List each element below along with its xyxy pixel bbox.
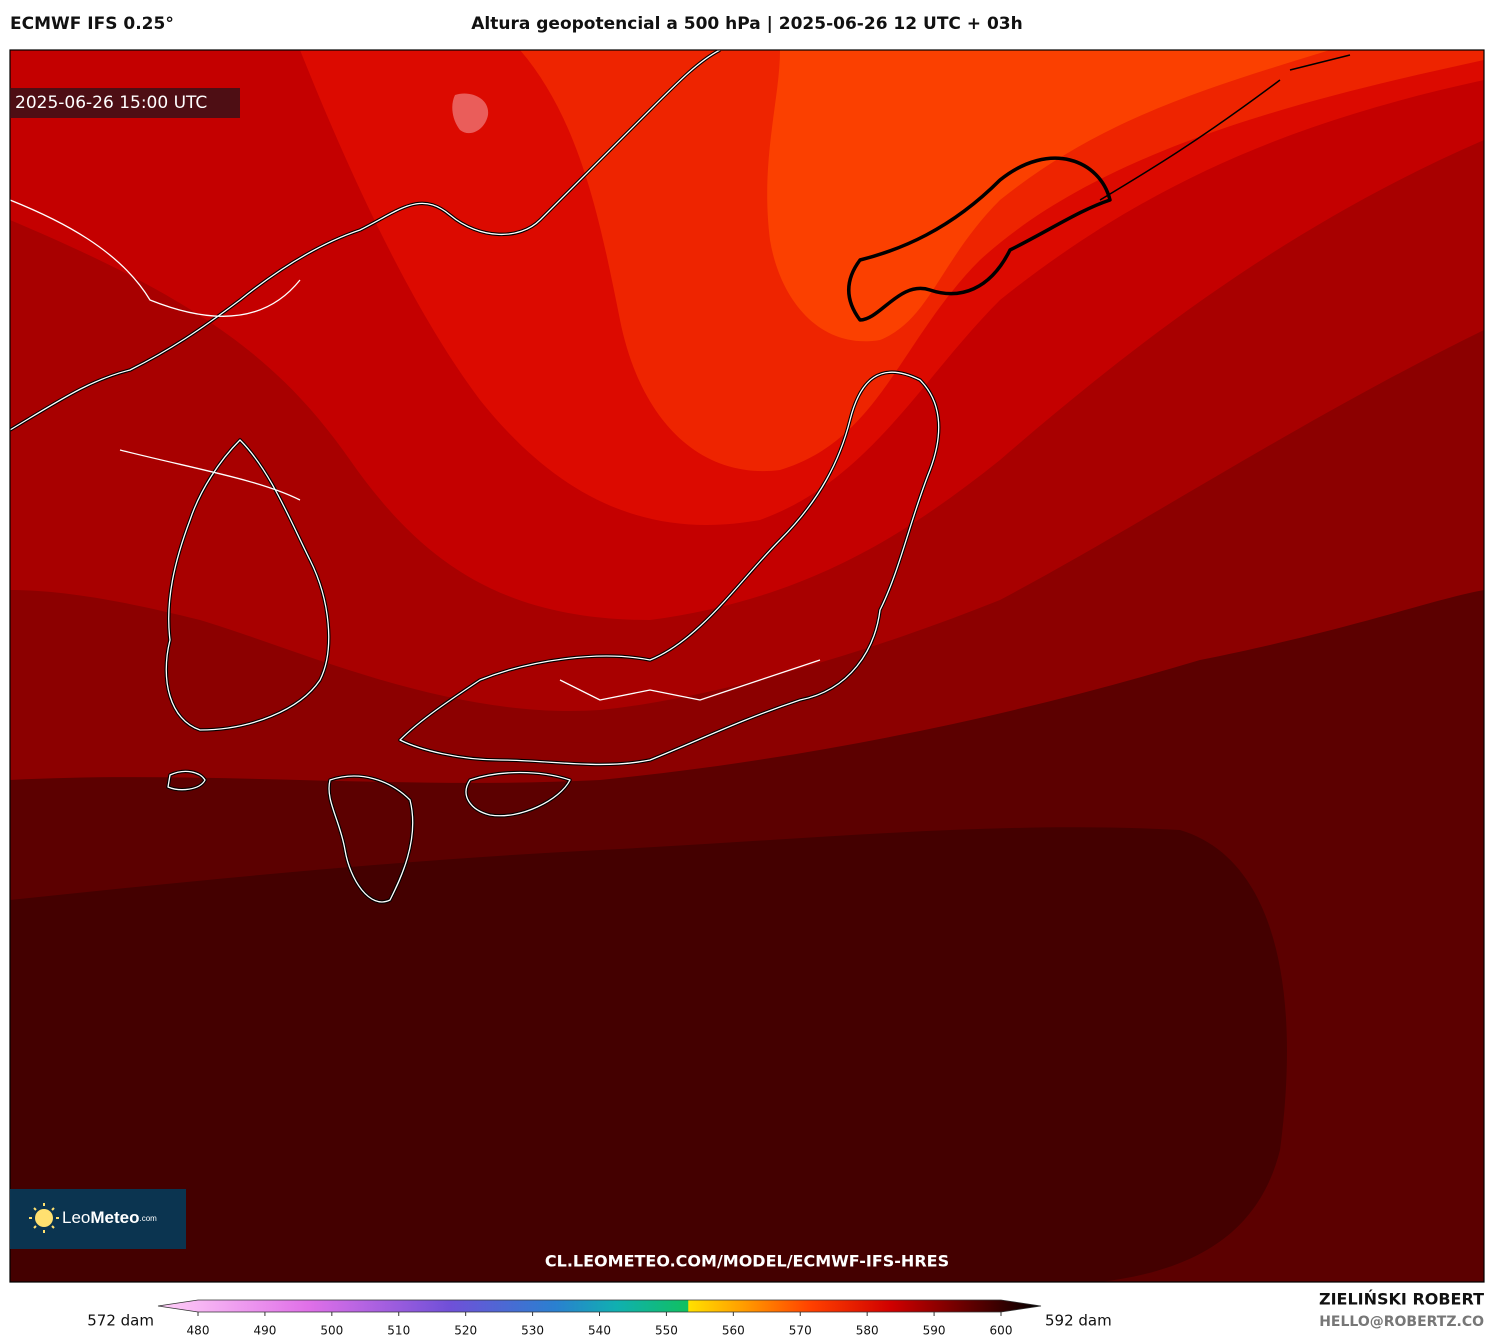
email: HELLO@ROBERTZ.CO [1319, 1314, 1484, 1330]
source-url: CL.LEOMETEO.COM/MODEL/ECMWF-IFS-HRES [545, 1252, 949, 1271]
logo-bold: Meteo [90, 1208, 139, 1227]
valid-time: 2025-06-26 15:00 UTC [15, 93, 207, 113]
colorbar-tick-label: 530 [521, 1324, 544, 1338]
logo-light: Leo [62, 1208, 90, 1227]
model-name: ECMWF IFS 0.25° [10, 14, 174, 34]
colorbar-max-label: 592 dam [1045, 1312, 1112, 1330]
map-field [10, 50, 1484, 1282]
colorbar-tick-label: 590 [923, 1324, 946, 1338]
coastlines [10, 50, 1351, 904]
colorbar [157, 1299, 1042, 1313]
colorbar-tick-label: 500 [320, 1324, 343, 1338]
colorbar-tick-label: 580 [856, 1324, 879, 1338]
colorbar-tick-label: 600 [990, 1324, 1013, 1338]
colorbar-min-label: 572 dam [87, 1312, 154, 1330]
colorbar-tick-label: 560 [722, 1324, 745, 1338]
colorbar-tick-label: 550 [655, 1324, 678, 1338]
colorbar-tick-label: 540 [588, 1324, 611, 1338]
logo-suffix: .com [140, 1214, 158, 1223]
colorbar-tick-label: 520 [454, 1324, 477, 1338]
author: ZIELIŃSKI ROBERT [1319, 1290, 1484, 1309]
colorbar-tick-label: 510 [387, 1324, 410, 1338]
map-title: Altura geopotencial a 500 hPa | 2025-06-… [471, 14, 1023, 34]
colorbar-ticks: 480 490 500 510 520 530 540 550 560 570 580 590 600 [187, 1312, 1013, 1338]
logo: LeoMeteo.com [62, 1208, 157, 1227]
colorbar-tick-label: 570 [789, 1324, 812, 1338]
colorbar-tick-label: 490 [253, 1324, 276, 1338]
colorbar-tick-label: 480 [187, 1324, 210, 1338]
